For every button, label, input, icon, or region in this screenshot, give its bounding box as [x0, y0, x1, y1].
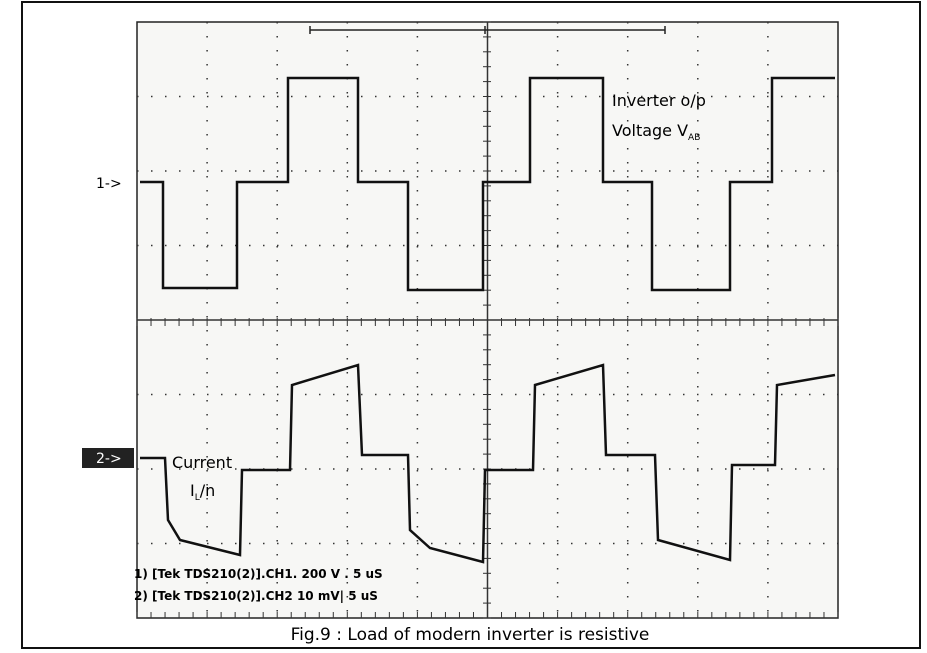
caption: Fig.9 : Load of modern inverter is resis… [291, 625, 650, 645]
channel-marker: 2-> [96, 451, 122, 467]
scope-readout: 2) [Tek TDS210(2)].CH2 10 mV| 5 uS [134, 589, 378, 603]
scope-figure: 1-> 2-> Inverter o/p Voltage VAB Current… [0, 0, 927, 653]
channel-marker: 1-> [96, 176, 122, 192]
figure: 1-> 2-> Inverter o/p Voltage VAB Current… [0, 0, 927, 653]
scope-readout: 1) [Tek TDS210(2)].CH1. 200 V . 5 uS [134, 567, 383, 581]
current-label: IL/n [190, 481, 215, 503]
voltage-label-sub: AB [688, 133, 700, 143]
voltage-label: Voltage VAB [612, 121, 700, 143]
current-label-rest: /n [200, 481, 216, 500]
voltage-label-main: Voltage V [612, 121, 688, 140]
current-label: Current [172, 453, 232, 472]
voltage-label: Inverter o/p [612, 91, 706, 110]
